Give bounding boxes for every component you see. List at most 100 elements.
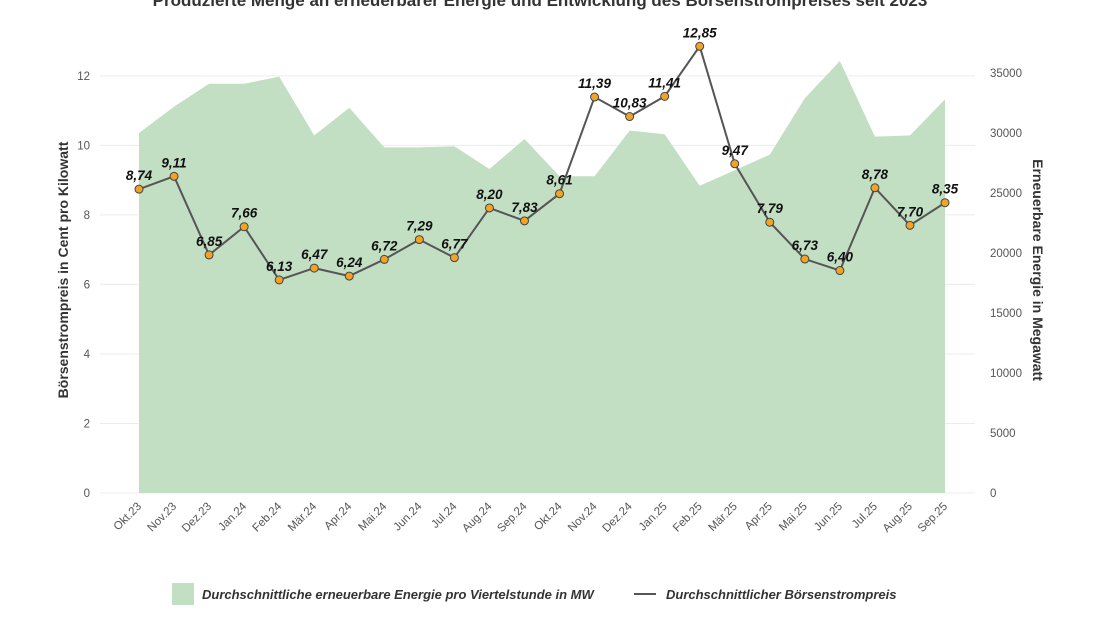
left-axis-title: Börsenstrompreis in Cent pro Kilowatt xyxy=(55,141,71,398)
price-marker xyxy=(274,275,284,285)
x-tick-label: Jul.24 xyxy=(429,500,460,531)
price-marker xyxy=(379,254,389,264)
legend-area-label: Durchschnittliche erneuerbare Energie pr… xyxy=(202,587,595,602)
price-data-label: 11,41 xyxy=(648,75,681,90)
price-data-label: 7,83 xyxy=(511,200,538,215)
price-marker xyxy=(555,189,565,199)
price-data-label: 6,73 xyxy=(792,238,819,253)
y2-tick-label: 35000 xyxy=(990,68,1022,80)
price-line xyxy=(138,44,946,282)
x-tick-label: Nov.24 xyxy=(566,500,600,534)
legend-line-label: Durchschnittlicher Börsenstrompreis xyxy=(666,587,896,602)
chart-title: Produzierte Menge an erneuerbarer Energi… xyxy=(153,0,928,10)
x-tick-label: Dez.24 xyxy=(600,500,635,535)
price-marker xyxy=(695,41,705,51)
y-tick-label: 4 xyxy=(84,349,91,361)
x-tick-label: Apr.24 xyxy=(322,500,354,532)
price-marker xyxy=(169,171,179,181)
price-data-label: 9,47 xyxy=(722,143,750,158)
price-data-labels: 8,74 9,11 6,85 7,66 6,13 6,47 6,24 6,72 7,29 6,77… xyxy=(126,25,959,274)
x-tick-label: Aug.25 xyxy=(881,501,915,535)
price-data-label: 6,24 xyxy=(336,255,363,270)
price-marker xyxy=(835,266,845,276)
energy-area-layer xyxy=(139,61,945,493)
energy-area xyxy=(139,61,945,493)
x-tick-label: Mai.24 xyxy=(357,500,390,533)
right-axis-title: Erneuerbare Energie in Megawatt xyxy=(1030,159,1046,381)
x-tick-label: Sep.24 xyxy=(495,500,530,535)
y-tick-label: 12 xyxy=(77,71,90,83)
legend: Durchschnittliche erneuerbare Energie pr… xyxy=(172,583,896,605)
x-tick-label: Jan.25 xyxy=(637,501,670,534)
price-marker xyxy=(449,253,459,263)
y-tick-label: 10 xyxy=(77,140,90,152)
price-data-label: 7,29 xyxy=(406,219,433,234)
price-data-label: 9,11 xyxy=(161,155,186,170)
left-axis-ticks: 0 2 4 6 8 10 12 xyxy=(77,71,90,500)
price-marker xyxy=(765,217,775,227)
price-data-label: 11,39 xyxy=(578,76,611,91)
price-marker xyxy=(204,250,214,260)
y2-tick-label: 0 xyxy=(990,488,996,500)
price-marker xyxy=(870,183,880,193)
y-tick-label: 0 xyxy=(84,488,90,500)
x-tick-label: Aug.24 xyxy=(460,500,495,535)
x-tick-label: Apr.25 xyxy=(743,501,775,533)
x-tick-label: Okt.23 xyxy=(112,501,144,533)
x-tick-label: Feb.24 xyxy=(250,500,284,534)
price-marker xyxy=(800,254,810,264)
price-data-label: 8,20 xyxy=(476,187,503,202)
price-marker xyxy=(344,271,354,281)
y2-tick-label: 30000 xyxy=(990,128,1022,140)
x-tick-label: Mär.24 xyxy=(286,500,320,534)
price-data-label: 6,85 xyxy=(196,234,223,249)
price-data-label: 12,85 xyxy=(683,25,717,40)
x-tick-label: Mai.25 xyxy=(777,501,810,534)
price-marker xyxy=(134,184,144,194)
x-tick-label: Feb.25 xyxy=(671,501,705,535)
x-tick-label: Dez.23 xyxy=(180,501,214,535)
price-data-label: 6,40 xyxy=(827,250,854,265)
x-axis-ticks: Okt.23 Nov.23 Dez.23 Jan.24 Feb.24 Mär.24 Apr.… xyxy=(112,500,950,535)
x-tick-label: Mär.25 xyxy=(707,501,740,534)
x-tick-label: Jan.24 xyxy=(216,500,249,533)
price-data-label: 6,47 xyxy=(301,247,329,262)
x-tick-label: Okt.24 xyxy=(532,500,565,533)
y-tick-label: 6 xyxy=(84,279,90,291)
price-marker xyxy=(414,235,424,245)
price-marker xyxy=(940,198,950,208)
price-marker xyxy=(905,220,915,230)
price-marker xyxy=(519,216,529,226)
price-marker xyxy=(625,112,635,122)
y2-tick-label: 10000 xyxy=(990,368,1022,380)
y2-tick-label: 15000 xyxy=(990,308,1022,320)
price-marker xyxy=(590,92,600,102)
price-data-label: 7,79 xyxy=(757,201,784,216)
price-data-label: 8,61 xyxy=(546,173,572,188)
price-data-label: 7,70 xyxy=(897,204,924,219)
legend-area-swatch xyxy=(172,583,194,605)
price-data-label: 8,35 xyxy=(932,182,959,197)
y-tick-label: 2 xyxy=(84,418,90,430)
price-marker xyxy=(309,263,319,273)
y2-tick-label: 20000 xyxy=(990,248,1022,260)
price-data-label: 8,78 xyxy=(862,167,889,182)
price-data-label: 6,77 xyxy=(441,237,469,252)
price-data-label: 7,66 xyxy=(231,206,258,221)
price-line-layer xyxy=(134,41,950,285)
price-data-label: 8,74 xyxy=(126,168,153,183)
price-data-label: 6,72 xyxy=(371,238,398,253)
x-tick-label: Jul.25 xyxy=(850,501,880,531)
price-marker xyxy=(660,91,670,101)
price-data-label: 10,83 xyxy=(613,96,647,111)
y2-tick-label: 5000 xyxy=(990,428,1016,440)
price-marker xyxy=(730,159,740,169)
price-marker xyxy=(239,222,249,232)
x-tick-label: Sep.25 xyxy=(916,501,950,535)
price-data-label: 6,13 xyxy=(266,259,293,274)
x-tick-label: Jun.24 xyxy=(392,500,425,533)
x-tick-label: Jun.25 xyxy=(812,501,845,534)
y2-tick-label: 25000 xyxy=(990,188,1022,200)
x-tick-label: Nov.23 xyxy=(146,501,180,535)
